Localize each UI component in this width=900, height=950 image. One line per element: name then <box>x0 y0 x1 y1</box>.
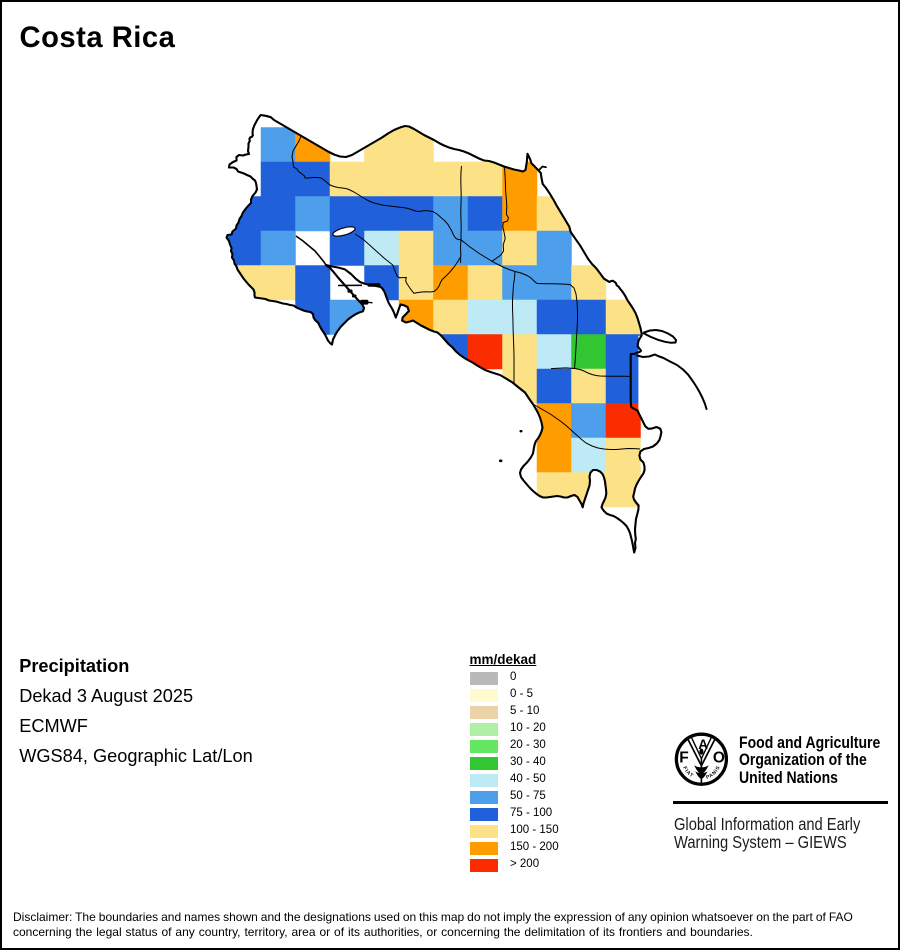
svg-text:O: O <box>713 750 725 767</box>
svg-text:A: A <box>698 737 708 752</box>
svg-text:F: F <box>679 750 688 767</box>
